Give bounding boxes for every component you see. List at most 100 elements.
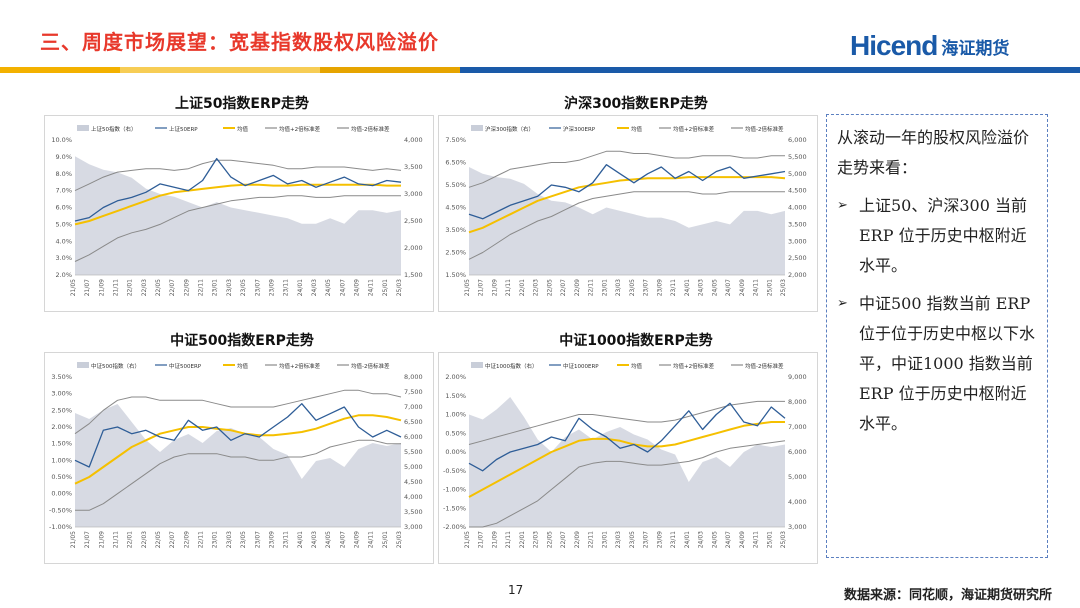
left-tick-label: -1.00% — [443, 486, 466, 494]
left-tick-label: 4.50% — [445, 204, 466, 212]
logo-text-en: Hicend — [850, 30, 938, 61]
commentary-bullet-text: 上证50、沪深300 当前ERP 位于历史中枢附近水平。 — [859, 196, 1027, 275]
x-tick-label: 22/05 — [546, 279, 553, 296]
x-tick-label: 21/11 — [505, 279, 512, 296]
x-tick-label: 21/09 — [491, 279, 498, 296]
x-tick-label: 22/09 — [574, 279, 581, 296]
x-tick-label: 22/11 — [588, 531, 595, 548]
right-tick-label: 6,000 — [788, 448, 807, 456]
x-tick-label: 21/11 — [113, 531, 120, 548]
mean-line — [74, 183, 401, 226]
x-tick-label: 23/11 — [670, 531, 677, 548]
index-area — [469, 167, 785, 275]
commentary-panel: 从滚动一年的股权风险溢价走势来看： ➢ 上证50、沪深300 当前ERP 位于历… — [826, 114, 1048, 558]
legend-label: 均值 — [631, 362, 643, 370]
left-tick-label: 1.50% — [51, 440, 72, 448]
x-tick-label: 24/01 — [684, 531, 691, 548]
left-tick-label: 0.50% — [445, 429, 466, 437]
legend-label: 中证500ERP — [169, 362, 202, 370]
chart-sz50: 上证50指数（右） 上证50ERP 均值 均值+2倍标准差 均值-2倍标准差 10.0% 9… — [44, 115, 434, 312]
lower-band-line — [468, 191, 785, 260]
x-tick-label: 22/01 — [519, 531, 526, 548]
x-tick-label: 24/07 — [339, 279, 346, 296]
right-tick-label: 7,000 — [404, 403, 423, 411]
right-tick-label: 9,000 — [788, 373, 807, 381]
x-tick-label: 23/05 — [629, 279, 636, 296]
x-tick-label: 22/07 — [169, 279, 176, 296]
x-tick-label: 21/09 — [98, 279, 105, 296]
x-tick-label: 23/05 — [629, 531, 636, 548]
right-tick-label: 3,000 — [788, 523, 807, 531]
x-tick-label: 23/03 — [226, 531, 233, 548]
x-tick-label: 25/03 — [396, 531, 403, 548]
chart-title-sz50: 上证50指数ERP走势 — [174, 96, 310, 112]
x-tick-label: 24/09 — [353, 531, 360, 548]
commentary-intro: 从滚动一年的股权风险溢价走势来看： — [837, 128, 1030, 177]
right-tick-label: 3,500 — [404, 508, 423, 516]
x-tick-label: 22/09 — [574, 531, 581, 548]
right-tick-label: 3,500 — [404, 163, 423, 171]
legend-label: 均值+2倍标准差 — [279, 362, 321, 370]
right-tick-label: 6,000 — [788, 136, 807, 144]
right-tick-label: 5,500 — [788, 153, 807, 161]
right-tick-label: 5,000 — [404, 463, 423, 471]
arrow-bullet-icon: ➢ — [837, 198, 848, 213]
lower-band-line — [469, 440, 786, 528]
lower-band-line — [74, 195, 401, 262]
x-tick-label: 24/03 — [698, 279, 705, 296]
x-tick-label: 24/07 — [339, 531, 346, 548]
x-tick-label: 21/05 — [464, 279, 471, 296]
left-tick-label: 2.00% — [51, 423, 72, 431]
left-tick-label: 1.00% — [51, 456, 72, 464]
left-tick-label: -1.00% — [49, 523, 72, 531]
left-tick-label: 1.00% — [445, 411, 466, 419]
chart-zz500: 中证500指数（右） 中证500ERP 均值 均值+2倍标准差 均值-2倍标准差 3.50… — [44, 352, 434, 564]
upper-band-line — [468, 400, 785, 445]
chart-hs300: 沪深300指数（右） 沪深300ERP 均值 均值+2倍标准差 均值-2倍标准差 7.50… — [438, 115, 818, 312]
right-tick-label: 5,000 — [788, 473, 807, 481]
x-tick-label: 22/09 — [183, 531, 190, 548]
left-tick-label: -0.50% — [443, 467, 466, 475]
legend-swatch — [77, 125, 89, 131]
x-tick-label: 22/07 — [169, 531, 176, 548]
legend-label: 上证50指数（右） — [91, 125, 137, 133]
erp-line — [74, 403, 402, 468]
x-tick-label: 22/03 — [533, 279, 540, 296]
x-tick-label: 24/03 — [698, 531, 705, 548]
x-tick-label: 23/09 — [268, 531, 275, 548]
x-tick-label: 24/09 — [353, 279, 360, 296]
x-tick-label: 25/01 — [766, 279, 773, 296]
commentary-bullet: ➢ 上证50、沪深300 当前ERP 位于历史中枢附近水平。 — [837, 191, 1037, 289]
x-tick-label: 22/11 — [198, 531, 205, 548]
left-tick-label: 2.50% — [51, 406, 72, 414]
left-tick-label: 2.50% — [445, 249, 466, 257]
x-tick-label: 24/09 — [739, 279, 746, 296]
x-tick-label: 21/07 — [478, 279, 485, 296]
right-tick-label: 4,000 — [788, 498, 807, 506]
left-tick-label: 4.0% — [55, 237, 72, 245]
x-tick-label: 22/07 — [560, 531, 567, 548]
right-tick-label: 2,000 — [404, 244, 423, 252]
legend-label: 均值-2倍标准差 — [745, 362, 784, 370]
left-tick-label: -1.50% — [443, 504, 466, 512]
right-tick-label: 4,000 — [404, 136, 423, 144]
x-tick-label: 23/07 — [254, 531, 261, 548]
erp-line — [468, 164, 786, 220]
legend-label: 上证50ERP — [169, 125, 198, 133]
x-tick-label: 23/11 — [670, 279, 677, 296]
right-tick-label: 6,000 — [404, 433, 423, 441]
left-tick-label: 3.0% — [55, 254, 72, 262]
erp-line — [74, 157, 402, 222]
x-tick-label: 24/03 — [311, 279, 318, 296]
chart-hs300-svg: 沪深300指数（右） 沪深300ERP 均值 均值+2倍标准差 均值-2倍标准差 7.50… — [445, 125, 807, 296]
x-tick-label: 24/07 — [725, 531, 732, 548]
right-tick-label: 5,500 — [404, 448, 423, 456]
index-area — [75, 156, 401, 275]
x-tick-label: 24/01 — [684, 279, 691, 296]
left-tick-label: 5.0% — [55, 220, 72, 228]
legend-label: 均值-2倍标准差 — [351, 125, 390, 133]
right-tick-label: 7,000 — [788, 423, 807, 431]
x-tick-label: 21/05 — [464, 531, 471, 548]
x-tick-label: 24/11 — [368, 531, 375, 548]
x-tick-label: 22/09 — [183, 279, 190, 296]
